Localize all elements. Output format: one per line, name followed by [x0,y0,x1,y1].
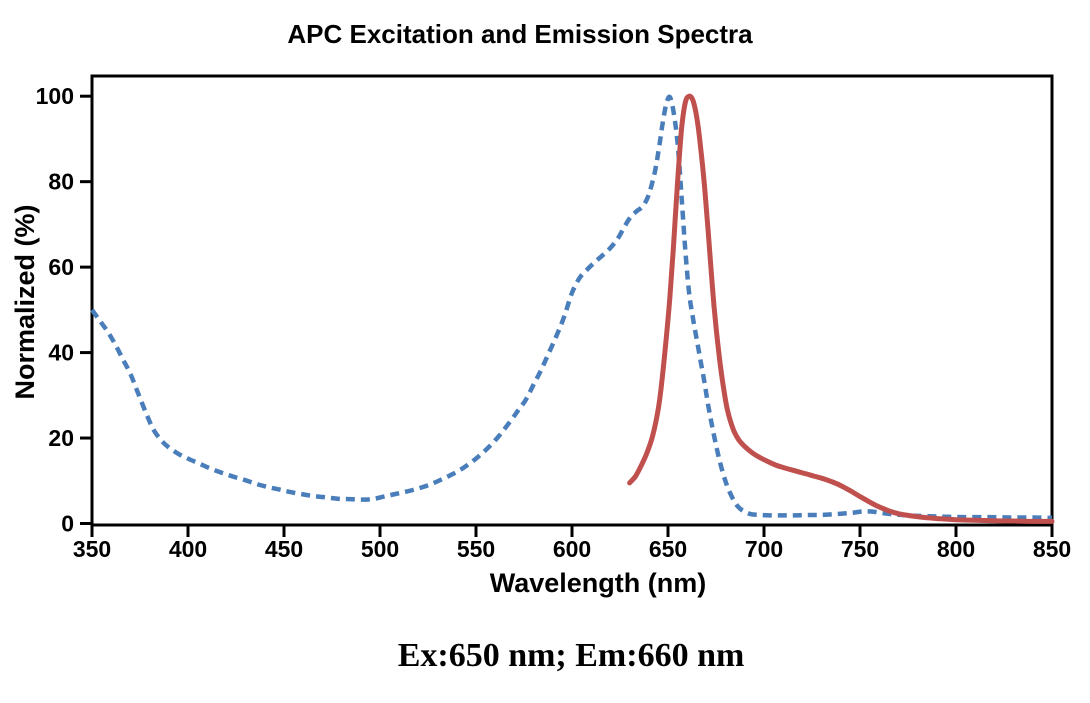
x-tick-label: 750 [841,536,879,562]
x-tick-label: 700 [745,536,783,562]
y-tick-label: 0 [61,511,74,537]
y-tick-label: 60 [48,254,74,280]
x-tick-label: 850 [1033,536,1071,562]
x-tick-label: 400 [169,536,207,562]
y-tick-label: 40 [48,340,74,366]
x-tick-label: 800 [937,536,975,562]
y-axis-ticks: 0 20 40 60 80 100 [36,83,91,537]
x-axis-title: Wavelength (nm) [490,568,707,598]
x-tick-label: 650 [649,536,687,562]
y-tick-label: 100 [36,83,74,109]
x-tick-label: 600 [553,536,591,562]
x-tick-label: 450 [265,536,303,562]
x-axis-ticks: 350 400 450 500 550 600 650 700 750 800 850 [73,526,1071,562]
y-axis-title: Normalized (%) [10,204,40,399]
x-tick-label: 500 [361,536,399,562]
x-tick-label: 550 [457,536,495,562]
plot-frame [90,74,1054,527]
caption: Ex:650 nm; Em:660 nm [397,637,745,674]
x-tick-label: 350 [73,536,111,562]
emission-curve [627,93,1055,524]
chart-title: APC Excitation and Emission Spectra [287,19,753,49]
y-tick-label: 80 [48,169,74,195]
y-tick-label: 20 [48,425,74,451]
excitation-curve [90,94,1053,521]
